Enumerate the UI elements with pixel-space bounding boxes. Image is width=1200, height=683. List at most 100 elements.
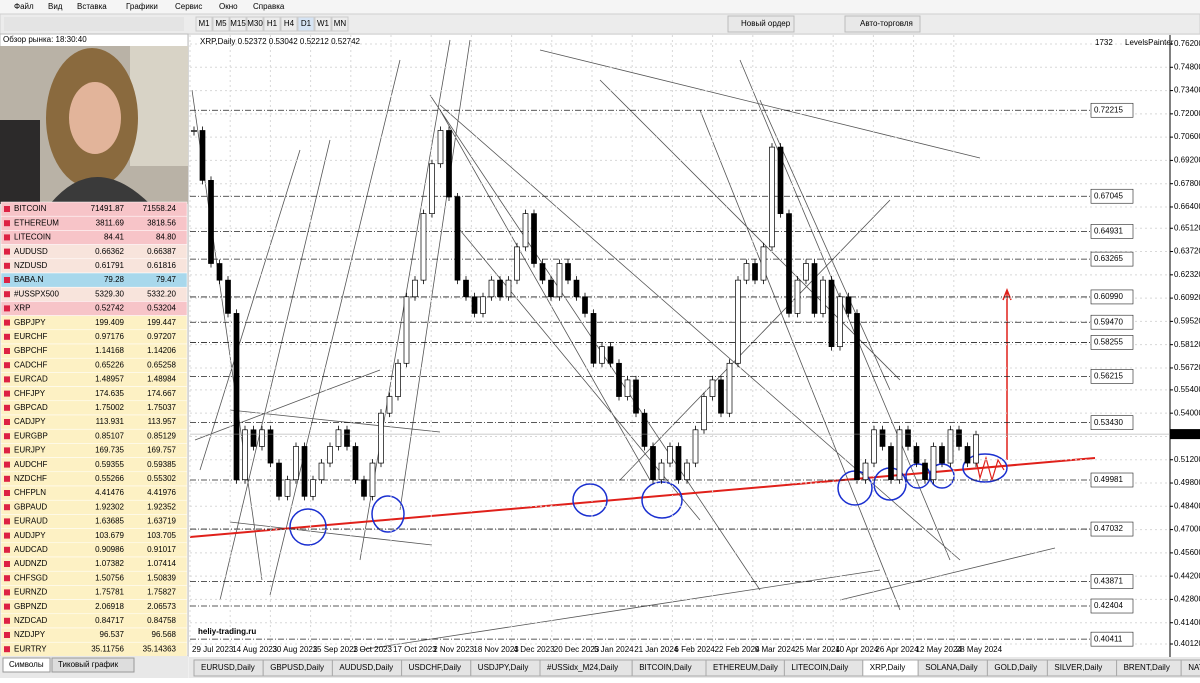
timeframe-button[interactable] [246,16,264,32]
symbol[interactable]: LITECOIN [14,233,51,242]
chart-tab-label[interactable]: GBPUSD,Daily [270,663,324,672]
chart-tab-label[interactable]: SOLANA,Daily [925,663,977,672]
symbol[interactable]: AUDCHF [14,460,47,469]
candle [412,279,418,298]
symbol[interactable]: GBPAUD [14,502,47,511]
timeframe-label[interactable]: M15 [230,19,246,28]
symbol[interactable]: NZDUSD [14,261,48,270]
menu-bar [0,0,1200,14]
menu-item[interactable]: Окно [219,2,238,11]
menu-item[interactable]: Вид [48,2,63,11]
symbol[interactable]: AUDNZD [14,559,48,568]
timeframe-button[interactable] [331,16,349,32]
candle [913,446,920,464]
timeframe-label[interactable]: M1 [198,19,210,28]
panel-tab[interactable] [2,657,51,673]
candle [386,396,393,414]
symbol[interactable]: EURAUD [14,517,48,526]
chart-tab-label[interactable]: XRP,Daily [870,663,905,672]
candle [820,279,826,314]
symbol[interactable]: EURJPY [14,446,46,455]
candle [973,434,979,464]
chart-tab-label[interactable]: LITECOIN,Daily [791,663,848,672]
symbol[interactable]: CADCHF [14,360,47,369]
symbol[interactable]: EURCAD [14,375,48,384]
candle [837,296,843,348]
menu-item[interactable]: Графики [126,2,158,11]
auto-trading-label[interactable]: Авто-торговля [860,19,913,28]
row-icon [4,262,10,269]
timeframe-button[interactable] [229,16,247,32]
symbol[interactable]: GBPCHF [14,346,47,355]
symbol[interactable]: NZDCHF [14,474,47,483]
timeframe-button[interactable] [195,16,213,32]
symbol[interactable]: GBPJPY [14,318,46,327]
symbol[interactable]: NZDJPY [14,630,46,639]
timeframe-label[interactable]: M30 [247,19,263,28]
new-order-button[interactable] [727,15,795,33]
symbol[interactable]: AUDJPY [14,531,46,540]
symbol[interactable]: CADJPY [14,417,46,426]
symbol[interactable]: NZDCAD [14,616,48,625]
symbol[interactable]: GBPNZD [14,602,48,611]
chart-tab[interactable] [1180,659,1200,677]
chart-tab-label[interactable]: SILVER,Daily [1054,663,1102,672]
symbol[interactable]: #USSPX500 [14,289,59,298]
symbol[interactable]: BITCOIN [14,204,47,213]
symbol[interactable]: CHFPLN [14,488,46,497]
chart-tab-label[interactable]: USDJPY,Daily [478,663,529,672]
chart-tab-label[interactable]: BITCOIN,Daily [639,663,691,672]
candle [293,446,299,481]
chart-tab-label[interactable]: AUDUSD,Daily [339,663,393,672]
timeframe-button[interactable] [212,16,230,32]
symbol[interactable]: CHFSGD [14,573,48,582]
x-tick-label: 18 Nov 2023 [473,645,519,654]
chart-tab-label[interactable]: #USSidx_M24,Daily [547,663,618,672]
timeframe-label[interactable]: H4 [284,19,295,28]
menu-item[interactable]: Файл [14,2,34,11]
timeframe-button[interactable] [314,16,332,32]
new-order-label[interactable]: Новый ордер [741,19,791,28]
symbol[interactable]: GBPCAD [14,403,48,412]
timeframe-button[interactable] [297,16,315,32]
symbol[interactable]: ETHEREUM [14,218,59,227]
timeframe-label[interactable]: W1 [317,19,330,28]
chart-tab-label[interactable]: EURUSD,Daily [201,663,255,672]
bid: 3811.69 [96,218,125,227]
timeframe-button[interactable] [280,16,298,32]
symbol[interactable]: EURCHF [14,332,47,341]
chart-tab-label[interactable]: NAT.GAS,Daily [1188,663,1200,672]
timeframe-label[interactable]: MN [334,19,347,28]
symbol[interactable]: AUDUSD [14,247,48,256]
level-label: 0.60990 [1094,292,1123,301]
menu-item[interactable]: Вставка [77,2,107,11]
symbol[interactable]: EURNZD [14,588,48,597]
timeframe-label[interactable]: M5 [215,19,227,28]
chart-tab-label[interactable]: GOLD,Daily [994,663,1037,672]
candle [216,263,223,281]
chart-tab-label[interactable]: ETHEREUM,Daily [713,663,778,672]
auto-trading-button[interactable] [844,15,921,33]
menu-item[interactable]: Сервис [175,2,202,11]
menu-item[interactable]: Справка [253,2,285,11]
candle [905,429,911,447]
symbol[interactable]: EURTRY [14,644,47,653]
row-icon [4,546,10,553]
level-box [1090,598,1134,614]
symbol[interactable]: BABA.N [14,275,44,284]
symbol[interactable]: AUDCAD [14,545,48,554]
panel-tab-label[interactable]: Символы [9,660,44,669]
x-tick-label: 5 Jan 2024 [594,645,634,654]
timeframe-label[interactable]: D1 [301,19,312,28]
symbol[interactable]: CHFJPY [14,389,46,398]
chart-tab-label[interactable]: USDCHF,Daily [409,663,461,672]
panel-tab-label[interactable]: Тиковый график [58,660,119,669]
symbol[interactable]: XRP [14,304,30,313]
timeframe-label[interactable]: H1 [267,19,278,28]
symbol[interactable]: EURGBP [14,431,48,440]
timeframe-button[interactable] [263,16,281,32]
panel-tab[interactable] [51,657,135,673]
chart-tab-label[interactable]: BRENT,Daily [1124,663,1170,672]
candle [709,379,716,397]
